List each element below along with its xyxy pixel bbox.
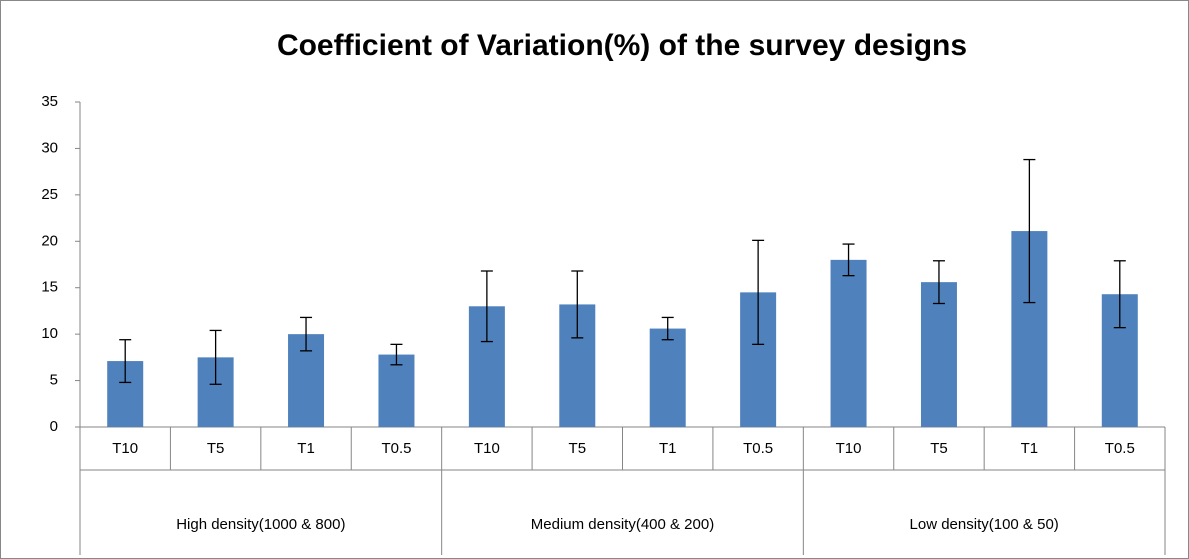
x-tick-label: T1	[1021, 440, 1039, 457]
x-tick-label: T10	[112, 440, 138, 457]
bar	[649, 328, 686, 427]
error-bar	[1113, 260, 1126, 329]
group-label: Medium density(400 & 200)	[531, 516, 714, 533]
error-bar	[390, 343, 403, 366]
bar	[378, 354, 415, 427]
error-bar	[1023, 158, 1036, 304]
x-tick-label: T0.5	[743, 440, 773, 457]
x-tick-label: T10	[474, 440, 500, 457]
group-label: High density(1000 & 800)	[176, 516, 345, 533]
x-tick-label: T0.5	[381, 440, 411, 457]
bar	[920, 282, 957, 427]
y-tick-label: 25	[41, 186, 58, 203]
y-tick-label: 15	[41, 279, 58, 296]
error-bar	[300, 316, 313, 352]
error-bar	[842, 243, 855, 277]
x-tick-label: T5	[930, 440, 948, 457]
x-tick-label: T1	[297, 440, 315, 457]
bar	[830, 259, 867, 427]
x-tick-label: T5	[207, 440, 225, 457]
y-tick-label: 30	[41, 139, 58, 156]
x-tick-label: T0.5	[1105, 440, 1135, 457]
x-tick-label: T1	[659, 440, 677, 457]
error-bar	[571, 270, 584, 339]
error-bar	[209, 329, 222, 385]
error-bar	[752, 239, 765, 346]
error-bar	[932, 260, 945, 305]
group-label: Low density(100 & 50)	[910, 516, 1059, 533]
y-tick-label: 0	[50, 418, 58, 435]
y-tick-label: 20	[41, 232, 58, 249]
x-tick-label: T5	[569, 440, 587, 457]
y-tick-label: 10	[41, 325, 58, 342]
error-bar	[119, 339, 132, 384]
error-bar	[480, 270, 493, 343]
y-tick-label: 35	[41, 93, 58, 110]
chart-title: Coefficient of Variation(%) of the surve…	[277, 29, 967, 62]
x-tick-label: T10	[836, 440, 862, 457]
y-tick-label: 5	[50, 372, 58, 389]
error-bar	[661, 316, 674, 341]
